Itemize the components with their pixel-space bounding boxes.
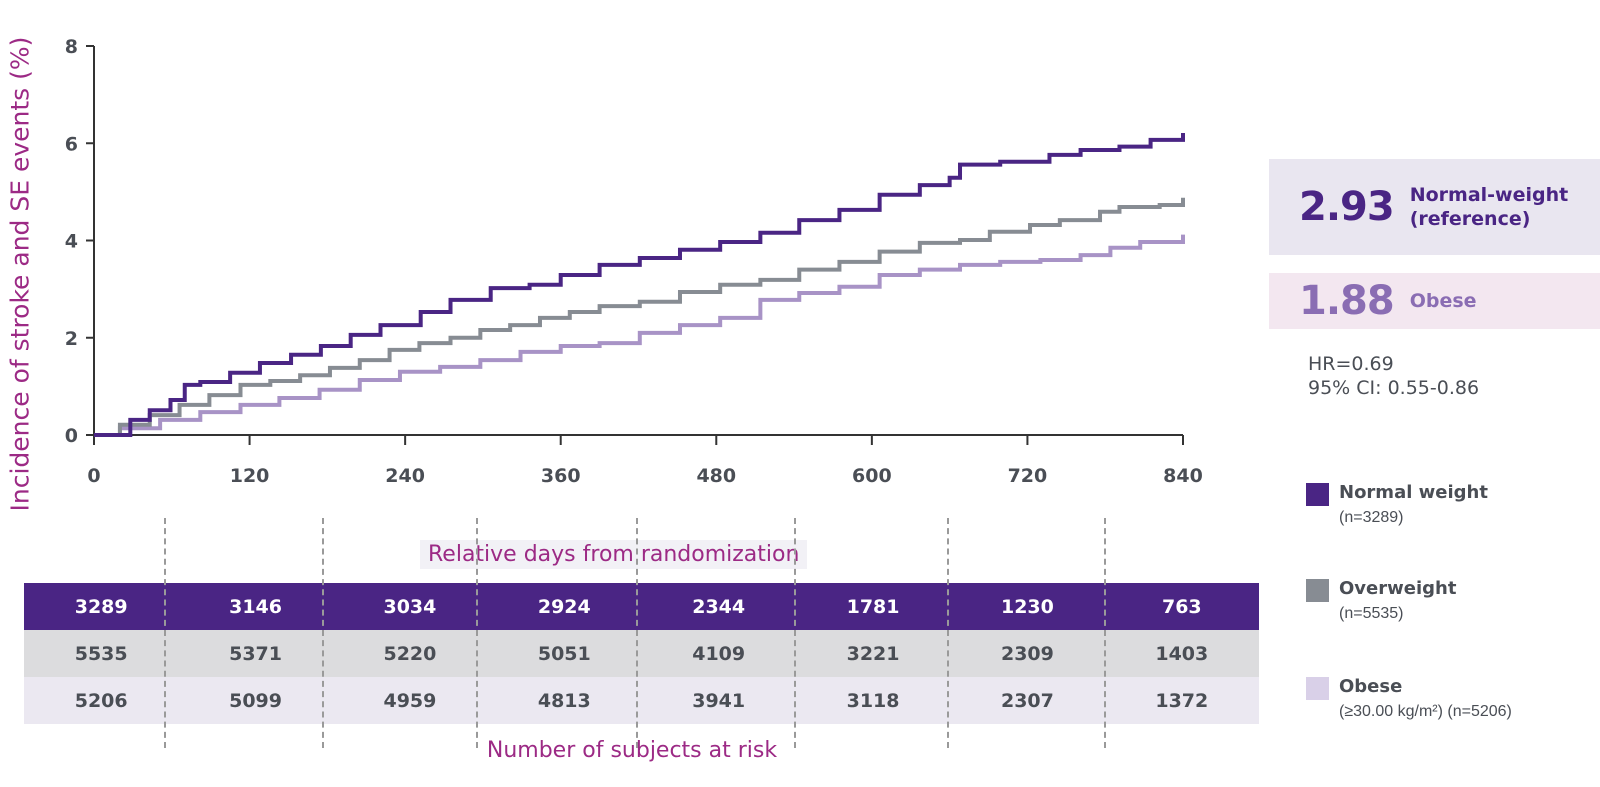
table-row: 3289 3146 3034 2924 2344 1781 1230 763: [24, 583, 1259, 630]
x-tick-label: 720: [1008, 465, 1048, 487]
table-cell: 3146: [229, 595, 282, 618]
hazard-stats: HR=0.69 95% CI: 0.55-0.86: [1308, 352, 1479, 400]
x-tick-label: 600: [852, 465, 892, 487]
hazard-normal-box: 2.93 Normal-weight (reference): [1269, 159, 1600, 255]
legend-swatch: [1306, 579, 1329, 602]
legend-normal-weight: Normal weight (n=3289): [1306, 482, 1488, 527]
table-cell: 1403: [1155, 642, 1209, 665]
hazard-ratio: HR=0.69: [1308, 353, 1394, 375]
hazard-obese-label: Obese: [1409, 290, 1477, 312]
legend-swatch: [1306, 483, 1329, 506]
legend-overweight: Overweight (n=5535): [1306, 578, 1456, 623]
y-tick-label: 6: [65, 133, 78, 155]
x-tick-label: 120: [230, 465, 270, 487]
y-tick-label: 2: [65, 328, 78, 350]
legend-label: Normal weight: [1339, 482, 1488, 503]
hazard-normal-value: 2.93: [1299, 184, 1395, 230]
divider: [1104, 518, 1106, 748]
table-cell: 4959: [383, 689, 437, 712]
x-tick-label: 480: [696, 465, 736, 487]
legend-count: (≥30.00 kg/m²) (n=5206): [1339, 703, 1512, 720]
hazard-normal-label: Normal-weight: [1409, 184, 1569, 206]
x-tick-label: 0: [87, 465, 100, 487]
hazard-obese-value: 1.88: [1299, 278, 1395, 324]
legend-swatch: [1306, 677, 1329, 700]
legend-count: (n=3289): [1339, 509, 1404, 526]
table-cell: 3118: [846, 689, 900, 712]
table-cell: 5051: [537, 642, 591, 665]
table-cell: 763: [1161, 595, 1202, 618]
km-chart: 0 2 4 6 8 0 120 240 360 480 600 720 840: [65, 36, 1203, 487]
table-cell: 1230: [1000, 595, 1054, 618]
table-row: 5535 5371 5220 5051 4109 3221 2309 1403: [24, 630, 1259, 677]
y-tick-label: 8: [65, 36, 78, 58]
table-cell: 3941: [692, 689, 746, 712]
divider: [794, 518, 796, 748]
table-cell: 2307: [1000, 689, 1054, 712]
x-axis-label: Relative days from randomization: [420, 540, 808, 569]
table-cell: 1781: [846, 595, 900, 618]
legend-label: Obese: [1339, 676, 1403, 697]
divider: [636, 518, 638, 748]
y-tick-label: 0: [65, 425, 78, 447]
table-row: 5206 5099 4959 4813 3941 3118 2307 1372: [24, 677, 1259, 724]
legend-count: (n=5535): [1339, 605, 1404, 622]
table-cell: 1372: [1155, 689, 1209, 712]
table-cell: 4813: [537, 689, 591, 712]
divider: [322, 518, 324, 748]
table-cell: 5220: [383, 642, 437, 665]
legend-obese: Obese (≥30.00 kg/m²) (n=5206): [1306, 676, 1512, 721]
hazard-normal-sublabel: (reference): [1409, 208, 1531, 230]
series-normal-weight: [94, 133, 1185, 437]
table-cell: 3289: [74, 595, 128, 618]
table-cell: 2344: [692, 595, 746, 618]
divider: [947, 518, 949, 748]
table-cell: 3221: [846, 642, 900, 665]
hazard-obese-box: 1.88 Obese: [1269, 273, 1600, 329]
divider: [476, 518, 478, 748]
table-cell: 2309: [1000, 642, 1054, 665]
x-tick-label: 840: [1163, 465, 1203, 487]
confidence-interval: 95% CI: 0.55-0.86: [1308, 377, 1480, 399]
x-tick-label: 240: [385, 465, 425, 487]
x-tick-label: 360: [541, 465, 581, 487]
table-cell: 5535: [74, 642, 128, 665]
risk-table-title: Number of subjects at risk: [486, 738, 778, 763]
series-obese: [94, 234, 1185, 437]
legend-label: Overweight: [1339, 578, 1457, 599]
series-overweight: [94, 197, 1185, 437]
table-cell: 5099: [229, 689, 282, 712]
table-cell: 5371: [229, 642, 282, 665]
table-cell: 3034: [383, 595, 437, 618]
table-cell: 2924: [537, 595, 591, 618]
risk-table: 3289 3146 3034 2924 2344 1781 1230 763 5535 5371 5…: [24, 583, 1259, 724]
table-cell: 4109: [692, 642, 746, 665]
y-tick-label: 4: [65, 231, 78, 253]
table-cell: 5206: [74, 689, 128, 712]
divider: [164, 518, 166, 748]
y-axis-label: Incidence of stroke and SE events (%): [5, 36, 35, 512]
